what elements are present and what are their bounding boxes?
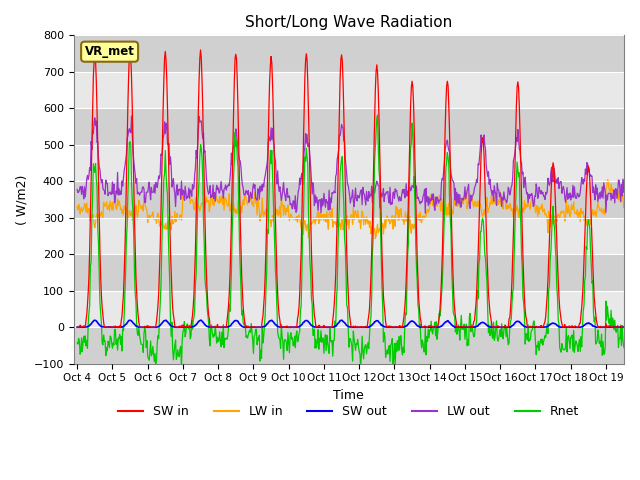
Text: VR_met: VR_met bbox=[84, 45, 134, 58]
Bar bbox=[74, 72, 623, 108]
Legend: SW in, LW in, SW out, LW out, Rnet: SW in, LW in, SW out, LW out, Rnet bbox=[113, 400, 584, 423]
Bar bbox=[74, 218, 623, 254]
Bar bbox=[74, 254, 623, 291]
X-axis label: Time: Time bbox=[333, 389, 364, 402]
Bar bbox=[74, 181, 623, 218]
Bar bbox=[74, 108, 623, 145]
Y-axis label: ( W/m2): ( W/m2) bbox=[15, 174, 28, 225]
Bar bbox=[74, 145, 623, 181]
Title: Short/Long Wave Radiation: Short/Long Wave Radiation bbox=[245, 15, 452, 30]
Bar bbox=[74, 36, 623, 72]
Bar bbox=[74, 327, 623, 364]
Bar bbox=[74, 291, 623, 327]
